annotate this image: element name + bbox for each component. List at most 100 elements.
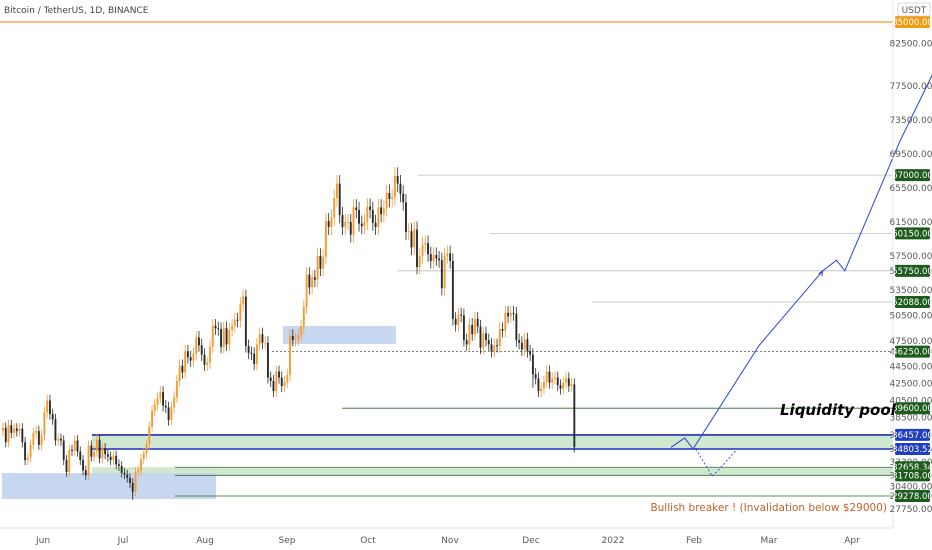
candle-187	[518, 333, 521, 350]
candle-194	[537, 372, 540, 398]
candle-94	[261, 327, 264, 350]
candle-115	[319, 248, 322, 277]
candle-15	[43, 406, 46, 441]
candle-199	[551, 372, 554, 389]
candle-49	[137, 465, 140, 477]
bullish-breaker-note: Bullish breaker ! (Invalidation below $2…	[650, 502, 887, 514]
candle-186	[515, 306, 518, 347]
candle-195	[540, 382, 543, 398]
candle-127	[352, 199, 355, 243]
candle-26	[73, 435, 76, 456]
candle-160	[443, 248, 446, 296]
candle-164	[454, 312, 457, 332]
candle-166	[460, 307, 463, 323]
candle-74	[206, 356, 209, 372]
candle-78	[217, 321, 220, 336]
time-tick-2: Aug	[196, 536, 214, 546]
candle-126	[349, 213, 352, 243]
candle-151	[418, 248, 421, 275]
price-tick-16: 57500.00	[890, 252, 932, 262]
price-badge-label-0: 85000.00	[892, 18, 932, 28]
candle-63	[175, 374, 178, 403]
candle-159	[440, 252, 443, 296]
candle-138	[382, 200, 385, 223]
candle-124	[344, 213, 347, 236]
candle-101	[280, 371, 283, 393]
candle-45	[126, 469, 129, 483]
candle-133	[369, 198, 372, 219]
candle-31	[87, 440, 90, 481]
candle-86	[239, 297, 242, 328]
candle-158	[438, 250, 441, 268]
candle-172	[476, 312, 479, 334]
candle-76	[211, 318, 214, 354]
candle-61	[170, 401, 173, 426]
candle-35	[98, 434, 101, 464]
candle-34	[95, 434, 98, 457]
jun-demand-zone	[2, 473, 216, 499]
candle-80	[222, 321, 225, 354]
candle-165	[457, 307, 460, 332]
candle-107	[297, 328, 300, 346]
candle-3	[10, 419, 13, 439]
candle-58	[162, 386, 165, 412]
candle-200	[554, 371, 556, 385]
candle-140	[388, 184, 391, 208]
price-badge-label-1: 67000.00	[892, 171, 932, 181]
candle-193	[534, 368, 537, 385]
candle-39	[109, 451, 112, 466]
candle-83	[231, 318, 234, 337]
candle-129	[358, 201, 360, 232]
time-tick-0: Jun	[35, 536, 50, 546]
candle-9	[26, 452, 29, 466]
candle-167	[462, 308, 465, 347]
candle-169	[468, 318, 471, 351]
candle-88	[244, 289, 247, 353]
price-badge-label-7: 36457.00	[892, 431, 932, 441]
price-tick-17: 61500.00	[890, 218, 932, 228]
candle-116	[322, 249, 325, 277]
chart-title: Bitcoin / TetherUS, 1D, BINANCE	[4, 6, 149, 16]
candle-128	[355, 199, 358, 219]
candle-18	[51, 408, 54, 425]
candle-190	[526, 332, 529, 358]
candle-29	[82, 455, 84, 476]
candle-85	[236, 312, 239, 328]
liquidity-pool-label: Liquidity pool	[780, 401, 897, 419]
candle-0	[2, 422, 4, 437]
candle-23	[65, 455, 68, 477]
price-badge-label-6: 39600.00	[892, 404, 932, 414]
candle-130	[360, 215, 363, 235]
candle-177	[490, 337, 493, 358]
price-tick-22: 82500.00	[890, 39, 932, 49]
candle-41	[115, 450, 118, 470]
candle-38	[106, 449, 109, 462]
candle-68	[189, 350, 192, 367]
price-badge-2	[895, 227, 930, 240]
candle-14	[40, 430, 43, 450]
currency-badge[interactable]: USDT	[897, 2, 931, 17]
candle-66	[184, 344, 187, 379]
candle-55	[153, 399, 156, 417]
candle-149	[413, 221, 416, 256]
candle-96	[267, 336, 269, 384]
price-tick-14: 53500.00	[890, 286, 932, 296]
candle-69	[192, 347, 195, 367]
candle-139	[385, 184, 388, 217]
price-badge-0	[895, 16, 930, 28]
levels-layer	[0, 21, 893, 497]
price-badge-label-5: 46250.00	[892, 348, 932, 358]
candle-21	[60, 433, 62, 446]
candle-52	[145, 438, 148, 459]
candle-152	[421, 237, 424, 264]
candle-71	[198, 331, 200, 352]
candle-37	[104, 443, 107, 460]
price-badge-1	[895, 169, 930, 182]
candle-17	[48, 394, 51, 420]
price-badge-7	[895, 428, 930, 441]
candle-150	[416, 221, 418, 275]
candle-154	[427, 235, 429, 262]
time-tick-9: Mar	[761, 536, 778, 546]
candle-176	[487, 333, 490, 351]
